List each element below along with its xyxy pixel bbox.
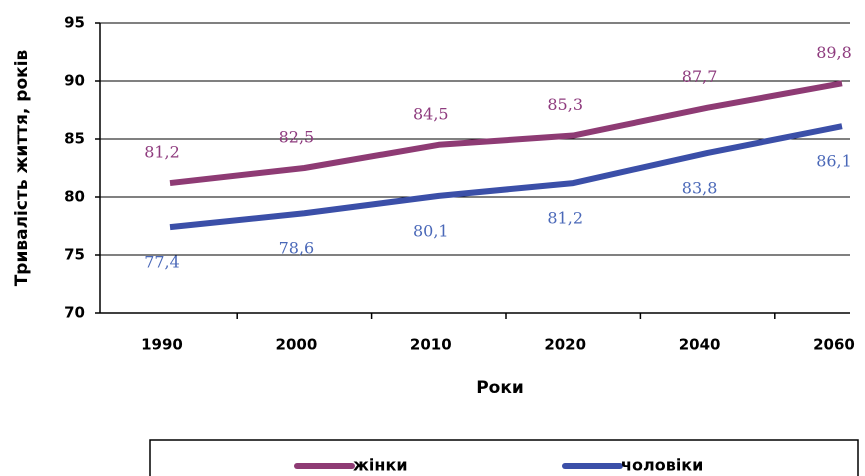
x-tick-label: 2000 <box>276 336 318 354</box>
data-label: 82,5 <box>279 128 315 147</box>
data-label: 81,2 <box>144 143 180 162</box>
x-tick-label: 2020 <box>544 336 586 354</box>
legend-label: жінки <box>353 456 408 475</box>
x-tick-label: 2040 <box>679 336 721 354</box>
data-label: 78,6 <box>279 239 315 258</box>
y-tick-label: 80 <box>64 188 85 206</box>
line <box>169 80 843 187</box>
legend-box <box>149 439 859 476</box>
y-tick-label: 95 <box>64 14 85 32</box>
data-label: 83,8 <box>682 178 718 197</box>
line <box>169 123 843 231</box>
y-tick-label: 85 <box>64 130 85 148</box>
y-tick-label: 90 <box>64 72 85 90</box>
data-label: 80,1 <box>413 221 449 240</box>
x-tick-label: 1990 <box>141 336 183 354</box>
x-axis-title: Роки <box>476 378 524 398</box>
y-tick-label: 75 <box>64 246 85 264</box>
data-label: 81,2 <box>547 209 583 228</box>
data-label: 84,5 <box>413 104 449 123</box>
data-label: 89,8 <box>816 43 852 62</box>
x-tick-label: 2010 <box>410 336 452 354</box>
data-label: 86,1 <box>816 152 852 171</box>
y-tick-label: 70 <box>64 304 85 322</box>
legend-label: чоловіки <box>621 456 703 475</box>
data-label: 87,7 <box>682 67 718 86</box>
data-label: 85,3 <box>547 95 583 114</box>
data-label: 77,4 <box>144 253 180 272</box>
y-axis-title: Тривалість життя, років <box>12 49 32 286</box>
x-tick-label: 2060 <box>813 336 855 354</box>
